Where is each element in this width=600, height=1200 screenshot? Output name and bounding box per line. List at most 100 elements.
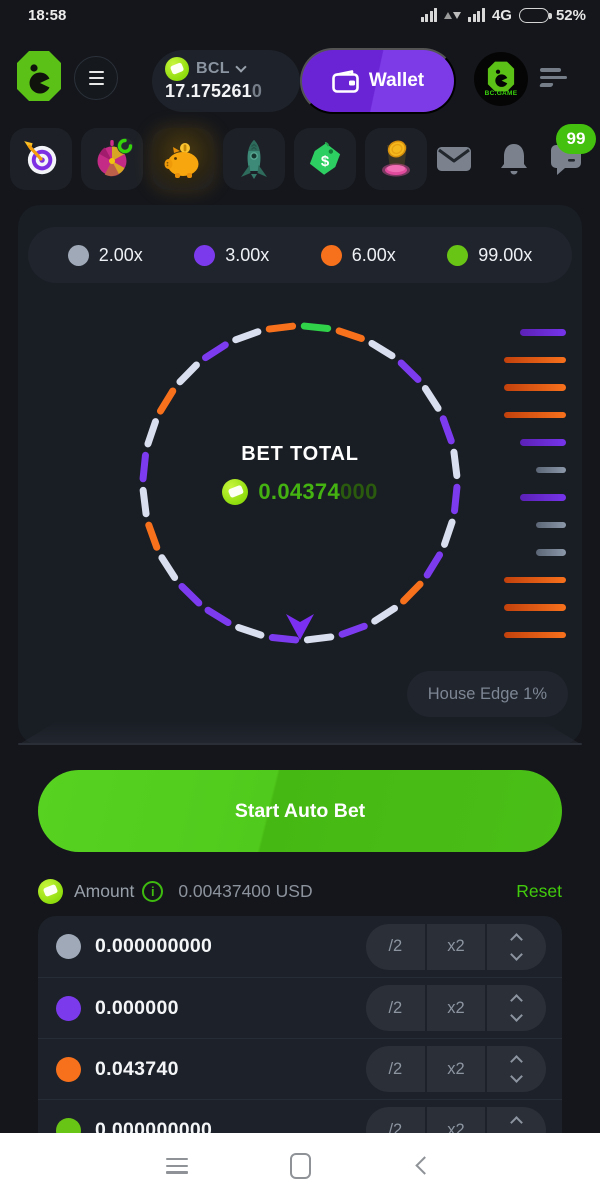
wallet-button[interactable]: Wallet — [300, 48, 456, 114]
game-tile-price-tag[interactable]: $ — [294, 128, 356, 190]
history-bar-gray — [536, 549, 566, 556]
step-down-icon[interactable] — [510, 1009, 524, 1022]
history-bar-orange — [504, 356, 566, 363]
mail-icon — [437, 147, 471, 171]
wheel-segment-orange — [145, 521, 161, 551]
info-icon[interactable]: i — [142, 880, 164, 902]
bet-amount-input[interactable]: 0.000000 — [95, 996, 179, 1019]
bet-amount-input[interactable]: 0.043740 — [95, 1057, 179, 1080]
bet-amount-list: 0.000000000 /2 x2 0.000000 /2 x2 — [38, 916, 562, 1133]
wheel-segment-purple — [338, 622, 368, 638]
battery-percent: 52% — [555, 6, 586, 24]
game-list-sort-icon[interactable] — [539, 68, 567, 87]
bcgame-logo-icon — [487, 61, 515, 92]
bcgame-brand-label: BC.GAME — [484, 90, 518, 97]
wheel-segment-white — [232, 328, 262, 344]
halve-bet-button[interactable]: /2 — [366, 985, 425, 1031]
step-up-icon[interactable] — [510, 932, 524, 946]
history-bar-purple — [520, 439, 566, 446]
darts-icon — [24, 141, 57, 175]
wheel-game-card: 2.00x 3.00x 6.00x 99.00x BET TOTAL 0.043740… — [18, 205, 582, 745]
game-tile-coin-drop[interactable] — [365, 128, 427, 190]
bet-row: 0.000000 /2 x2 — [38, 977, 562, 1038]
legend-label: 99.00x — [478, 244, 533, 265]
double-bet-button[interactable]: x2 — [426, 1107, 486, 1133]
legend-label: 3.00x — [225, 244, 270, 265]
history-bar-gray — [536, 521, 566, 528]
bet-row: 0.000000000 /2 x2 — [38, 916, 562, 977]
bet-stepper[interactable] — [487, 1046, 547, 1092]
history-bar-orange — [504, 576, 566, 583]
multiplier-color-dot — [56, 1056, 81, 1082]
legend-color-dot — [447, 244, 469, 266]
bet-controls: /2 x2 — [366, 985, 547, 1031]
bet-stepper[interactable] — [487, 923, 547, 970]
double-bet-button[interactable]: x2 — [426, 1046, 486, 1092]
back-button[interactable] — [415, 1156, 434, 1175]
legend-label: 6.00x — [351, 244, 396, 265]
game-tile-fortune-wheel[interactable] — [81, 128, 143, 190]
bc-logo-icon[interactable] — [16, 50, 62, 107]
mail-button[interactable] — [434, 139, 474, 179]
wheel-segment-white — [144, 418, 159, 448]
start-auto-bet-button[interactable]: Start Auto Bet — [38, 770, 562, 852]
halve-bet-button[interactable]: /2 — [366, 1107, 425, 1133]
wheel-segment-white — [368, 339, 396, 360]
step-up-icon[interactable] — [510, 1055, 524, 1068]
currency-code: BCL — [196, 60, 230, 77]
history-bar-gray — [536, 466, 566, 473]
legend-color-dot — [320, 244, 342, 266]
bet-amount-input[interactable]: 0.000000000 — [95, 1118, 213, 1134]
recent-apps-button[interactable] — [166, 1158, 188, 1174]
data-traffic-icon — [444, 11, 462, 19]
amount-row: Amount i 0.00437400 USD Reset — [38, 874, 562, 908]
halve-bet-button[interactable]: /2 — [366, 1046, 425, 1092]
signal-strength-icon — [420, 8, 438, 22]
step-up-icon[interactable] — [510, 1116, 524, 1129]
balance-selector[interactable]: BCL 17.1752610 — [152, 50, 300, 112]
bet-total-value: 0.04374000 — [258, 479, 378, 504]
hamburger-menu-button[interactable] — [74, 56, 118, 100]
wheel-segment-white — [303, 633, 335, 644]
status-bar: 18:58 4G 52% — [0, 0, 600, 30]
price-tag-icon: $ — [309, 142, 341, 175]
double-bet-button[interactable]: x2 — [426, 923, 486, 970]
home-button[interactable] — [290, 1153, 311, 1179]
wheel-segment-orange — [265, 322, 297, 333]
notifications-button[interactable] — [494, 139, 534, 179]
wheel-center-info: BET TOTAL 0.04374000 — [18, 443, 582, 505]
history-bar-purple — [520, 494, 566, 501]
step-up-icon[interactable] — [510, 994, 524, 1007]
multiplier-color-dot — [56, 1117, 81, 1133]
legend-item: 99.00x — [447, 244, 533, 266]
bet-row: 0.000000000 /2 x2 — [38, 1099, 562, 1133]
wheel-segment-purple — [451, 483, 461, 515]
bcgame-brand-button[interactable]: BC.GAME — [474, 52, 528, 106]
step-down-icon[interactable] — [510, 947, 524, 961]
wheel-segment-purple — [139, 451, 149, 483]
wheel-segment-white — [421, 384, 442, 412]
bet-controls: /2 x2 — [366, 1107, 547, 1133]
bet-amount-input[interactable]: 0.000000000 — [95, 935, 213, 957]
amount-usd-value: 0.00437400 USD — [178, 880, 313, 901]
wheel-segment-purple — [204, 606, 232, 627]
history-bar-orange — [504, 604, 566, 611]
history-bar-orange — [504, 631, 566, 638]
reset-button[interactable]: Reset — [516, 880, 562, 901]
game-tile-darts[interactable] — [10, 128, 72, 190]
svg-text:$: $ — [321, 153, 330, 170]
game-tile-rocket[interactable] — [223, 128, 285, 190]
wheel-segment-purple — [439, 415, 455, 445]
bell-icon — [501, 144, 527, 175]
bet-stepper[interactable] — [487, 985, 547, 1031]
step-down-icon[interactable] — [510, 1070, 524, 1083]
game-tile-piggy-bank-active[interactable] — [152, 128, 214, 190]
halve-bet-button[interactable]: /2 — [366, 923, 425, 970]
wheel-segment-white — [176, 361, 200, 386]
chat-unread-badge: 99 — [556, 124, 596, 154]
wheel-segment-purple — [268, 634, 300, 644]
bet-stepper[interactable] — [487, 1107, 547, 1133]
double-bet-button[interactable]: x2 — [426, 985, 486, 1031]
bcl-coin-icon — [165, 57, 189, 81]
